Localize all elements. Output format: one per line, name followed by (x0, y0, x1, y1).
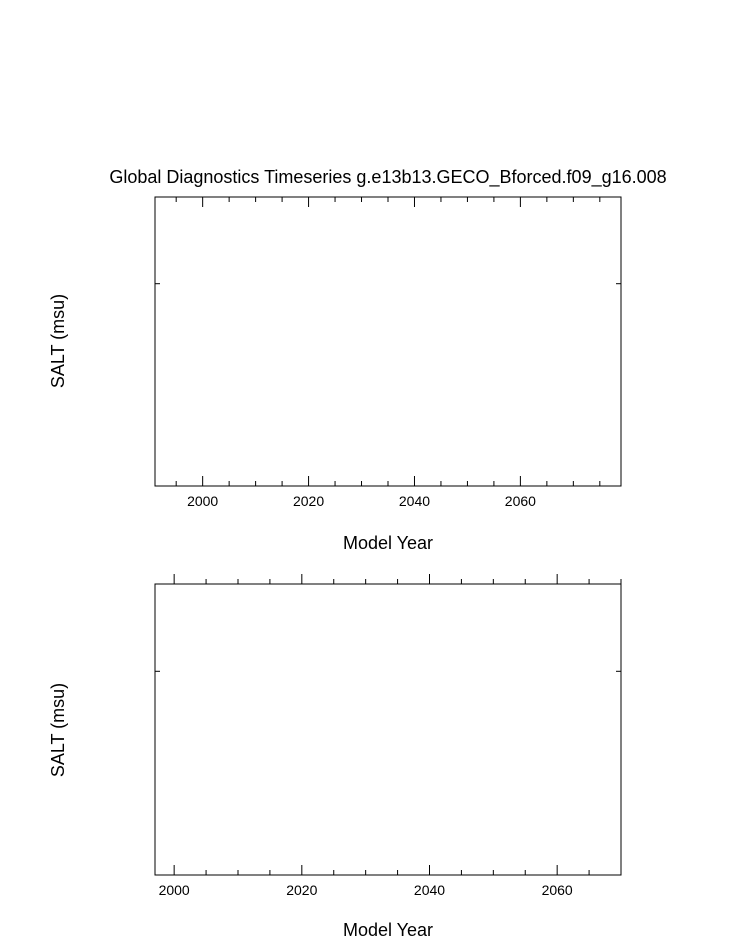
x-tick-label: 2000 (159, 882, 190, 898)
top-x-axis-label: Model Year (343, 533, 433, 553)
top-panel-ticks: 200020202040206034.728034.726034.7240 (155, 197, 621, 509)
x-tick-label: 2060 (542, 882, 573, 898)
x-tick-label: 2060 (505, 493, 536, 509)
bottom-x-axis-label: Model Year (343, 920, 433, 940)
bottom-panel-frame (154, 583, 622, 876)
bottom-y-axis-label: SALT (msu) (48, 683, 68, 777)
bottom-panel-ticks: 200020202040206034.728034.726034.7240 (155, 574, 622, 898)
chart-title: Global Diagnostics Timeseries g.e13b13.G… (109, 167, 666, 188)
x-tick-label: 2040 (399, 493, 430, 509)
top-panel: Global Diagnostics Timeseries g.e13b13.G… (48, 167, 667, 553)
bottom-panel: 200020202040206034.728034.726034.7240 Mo… (48, 574, 622, 940)
x-tick-label: 2040 (414, 882, 445, 898)
top-panel-frame (154, 196, 622, 487)
x-tick-label: 2020 (286, 882, 317, 898)
x-tick-label: 2020 (293, 493, 324, 509)
x-tick-label: 2000 (187, 493, 218, 509)
top-y-axis-label: SALT (msu) (48, 294, 68, 388)
